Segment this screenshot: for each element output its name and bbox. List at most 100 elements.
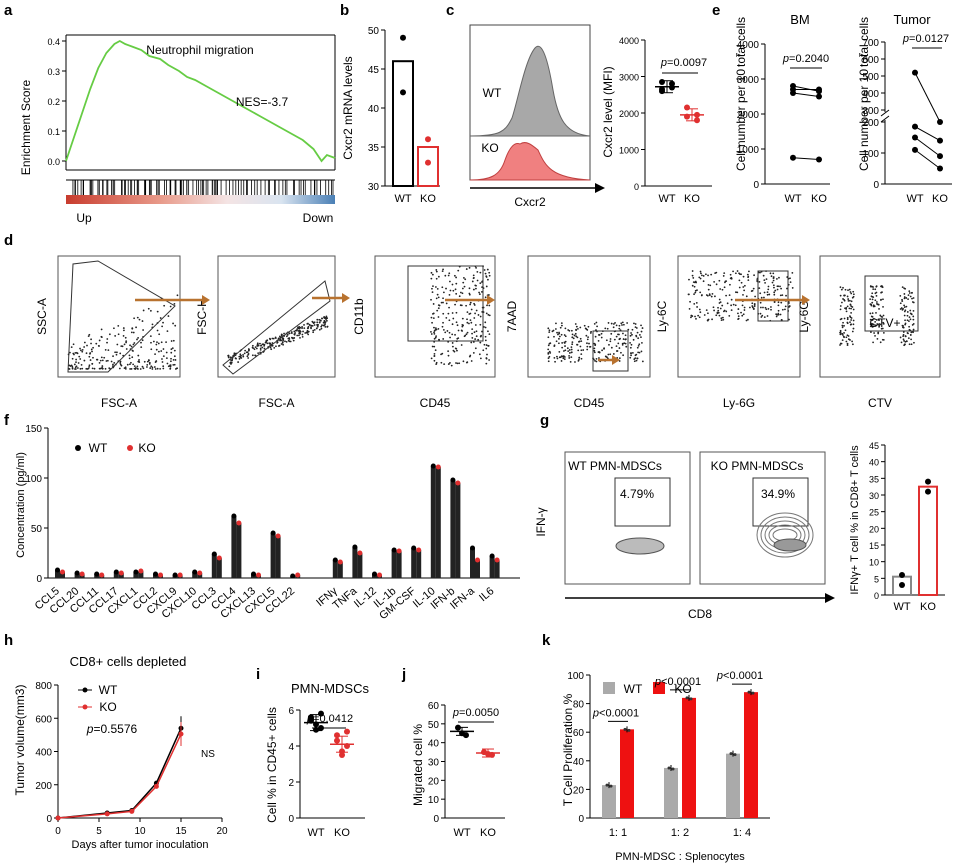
d-event <box>170 340 173 342</box>
d-event <box>772 277 775 279</box>
d-event <box>730 304 733 307</box>
d-event <box>151 323 154 326</box>
b-point <box>400 34 406 41</box>
d-event <box>126 363 129 366</box>
d-event <box>463 285 466 288</box>
d-event <box>780 301 783 304</box>
d-event <box>620 322 623 325</box>
d-event <box>445 316 448 319</box>
f-point-ko <box>256 572 261 578</box>
d-event <box>767 308 770 310</box>
d-event <box>621 324 623 326</box>
d-event <box>576 336 579 339</box>
d-event <box>735 291 737 294</box>
d-event <box>764 281 766 284</box>
f-legend-ko: KO <box>138 441 155 455</box>
d-event <box>839 294 842 297</box>
j-pvalue: p=0.0050 <box>452 707 499 719</box>
d-event <box>554 360 556 363</box>
f-point-wt <box>94 571 100 577</box>
c-y-tick-label: 2000 <box>619 109 639 119</box>
e-bm-pvalue: p=0.2040 <box>782 53 829 65</box>
d-event <box>850 319 853 321</box>
d-event <box>717 306 719 309</box>
d-event <box>130 361 132 364</box>
d-event <box>285 335 288 338</box>
a-y-tick-label: 0.3 <box>47 67 60 77</box>
d-event <box>696 289 698 292</box>
d-event <box>457 269 460 272</box>
d-event <box>466 311 469 314</box>
g-cluster-ko <box>773 538 807 552</box>
d-event <box>905 297 908 299</box>
d-event <box>598 334 601 336</box>
d-event <box>132 331 135 334</box>
d-event <box>468 292 471 295</box>
d-event <box>157 342 160 345</box>
d-event <box>435 297 438 300</box>
d-event <box>559 326 562 329</box>
d-event <box>266 342 269 345</box>
d-event <box>612 326 615 329</box>
d-event <box>840 288 843 291</box>
d-event <box>637 337 640 340</box>
d-event <box>269 342 271 345</box>
d-event <box>230 361 232 364</box>
f-y-tick-label: 150 <box>25 424 42 435</box>
d-event <box>488 271 491 274</box>
d-event <box>254 346 257 349</box>
d-event <box>877 323 879 326</box>
d-event <box>263 347 266 350</box>
d-event <box>435 277 438 280</box>
d-event <box>125 348 128 350</box>
d-event <box>176 367 178 370</box>
f-point-ko <box>337 559 343 565</box>
d-event <box>618 357 621 360</box>
d-event <box>247 348 250 350</box>
d-event <box>844 288 847 291</box>
d-event <box>453 274 456 277</box>
e-tu-tick-label: 400 <box>862 89 879 100</box>
d-event <box>430 333 433 335</box>
d-event <box>589 332 592 334</box>
d-event <box>636 357 639 360</box>
d-event <box>726 302 729 305</box>
d-event <box>122 327 125 329</box>
d-event <box>912 328 915 331</box>
d-event <box>882 332 885 334</box>
d-event <box>848 288 851 291</box>
d-event <box>484 326 487 329</box>
d-event <box>878 308 880 310</box>
d-event <box>148 359 150 362</box>
d-event <box>847 298 850 300</box>
d-event <box>571 343 574 346</box>
d-event <box>455 311 458 314</box>
d-event <box>270 348 273 351</box>
d-event <box>785 294 787 297</box>
d-event <box>702 280 705 283</box>
d-xlabel: CD45 <box>574 396 605 410</box>
d-event <box>269 346 272 349</box>
e-bm-pair-line <box>792 85 820 92</box>
d-event <box>613 338 616 341</box>
d-event <box>454 303 456 306</box>
d-event <box>759 306 762 309</box>
d-event <box>701 294 703 296</box>
d-event <box>784 308 786 311</box>
d-event <box>845 336 848 339</box>
d-event <box>742 293 744 296</box>
d-event <box>695 281 698 284</box>
d-event <box>746 273 749 276</box>
f-point-ko <box>177 572 183 578</box>
d-event <box>320 325 323 328</box>
d-event <box>247 353 250 355</box>
d-event <box>280 343 283 345</box>
d-event <box>585 334 588 337</box>
d-event <box>904 319 906 322</box>
d-event <box>569 360 572 363</box>
d-event <box>846 295 849 298</box>
d-gate <box>222 280 331 375</box>
d-event <box>852 308 855 311</box>
e-bm-title: BM <box>790 12 810 27</box>
f-bar-wt <box>133 572 139 578</box>
